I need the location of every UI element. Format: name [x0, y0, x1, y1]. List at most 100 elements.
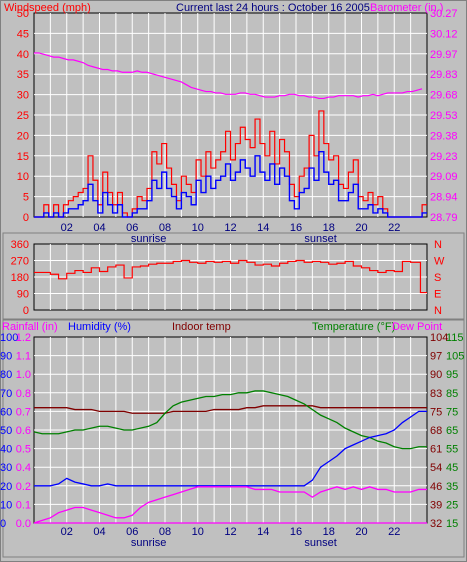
x-tick-label-bottom: 14 — [257, 526, 269, 538]
baro-y-tick: 28.94 — [430, 192, 458, 204]
dew-y-tick: 75 — [430, 406, 442, 418]
wind-y-tick: 15 — [17, 151, 29, 163]
x-tick-label-top: 20 — [355, 222, 367, 234]
sunrise-label: sunrise — [131, 233, 166, 245]
x-tick-label-top: 08 — [159, 222, 171, 234]
baro-y-tick: 29.38 — [430, 130, 458, 142]
temp-y-tick: 35 — [446, 481, 458, 493]
rain-y-tick: 0.2 — [16, 481, 31, 493]
dew-y-tick: 61 — [430, 444, 442, 456]
sunset-label: sunset — [304, 233, 336, 245]
humidity-y-tick: 100 — [0, 332, 18, 344]
direction-frame — [2, 232, 465, 321]
x-tick-label-bottom: 16 — [290, 526, 302, 538]
humidity-line — [34, 410, 427, 487]
dew-y-tick: 32 — [430, 518, 442, 530]
direction-y-tick: 360 — [11, 239, 29, 251]
wind-direction-line — [34, 259, 427, 294]
x-tick-label-bottom: 12 — [224, 526, 236, 538]
wind-y-tick: 5 — [23, 192, 29, 204]
dew-y-tick: 46 — [430, 481, 442, 493]
compass-tick: W — [434, 256, 445, 268]
dew-point-label: Dew Point — [392, 321, 442, 333]
sunset-label: sunset — [304, 537, 336, 549]
rain-y-tick: 0.5 — [16, 444, 31, 456]
humidity-y-tick: 10 — [0, 499, 12, 511]
series — [33, 52, 427, 524]
humidity-y-tick: 0 — [0, 518, 6, 530]
baro-y-tick: 30.27 — [430, 8, 458, 20]
compass-tick: N — [434, 239, 442, 251]
x-tick-label-top: 06 — [126, 222, 138, 234]
chart-title: Current last 24 hours : October 16 2005 — [176, 2, 370, 14]
dew-y-tick: 90 — [430, 369, 442, 381]
temp-y-tick: 55 — [446, 444, 458, 456]
dew-y-tick: 39 — [430, 499, 442, 511]
x-tick-label-top: 04 — [93, 222, 105, 234]
compass-tick: N — [434, 305, 442, 317]
humidity-y-tick: 70 — [0, 388, 12, 400]
dew-point-line — [33, 486, 427, 524]
temp-y-tick: 15 — [446, 518, 458, 530]
direction-y-tick: 90 — [17, 289, 29, 301]
direction-y-tick: 270 — [11, 256, 29, 268]
x-tick-label-top: 02 — [61, 222, 73, 234]
x-tick-label-bottom: 02 — [61, 526, 73, 538]
baro-y-tick: 29.83 — [430, 69, 458, 81]
wind-average-line — [34, 151, 427, 218]
wind-y-tick: 10 — [17, 171, 29, 183]
x-tick-label-top: 12 — [224, 222, 236, 234]
indoor-temp-line — [34, 405, 427, 414]
x-tick-label-bottom: 22 — [388, 526, 400, 538]
rain-y-tick: 1.0 — [16, 369, 31, 381]
windspeed-label: Windspeed (mph) — [4, 2, 91, 14]
temp-y-tick: 115 — [446, 332, 464, 344]
compass-tick: E — [434, 289, 441, 301]
humidity-y-tick: 50 — [0, 425, 12, 437]
temp-y-tick: 25 — [446, 499, 458, 511]
rain-y-tick: 1.2 — [16, 332, 31, 344]
temperature-line — [33, 390, 427, 450]
x-tick-label-top: 10 — [192, 222, 204, 234]
x-tick-label-bottom: 18 — [323, 526, 335, 538]
dew-y-tick: 54 — [430, 462, 442, 474]
rain-y-tick: 0.7 — [16, 406, 31, 418]
temperature-label: Temperature (°F) — [312, 321, 395, 333]
temp-y-tick: 65 — [446, 425, 458, 437]
rain-y-tick: 0.0 — [16, 518, 31, 530]
temp-y-tick: 95 — [446, 369, 458, 381]
direction-y-tick: 180 — [11, 272, 29, 284]
baro-y-tick: 29.68 — [430, 90, 458, 102]
humidity-y-tick: 20 — [0, 481, 12, 493]
humidity-y-tick: 60 — [0, 406, 12, 418]
wind-y-tick: 25 — [17, 110, 29, 122]
baro-y-tick: 29.23 — [430, 151, 458, 163]
x-tick-label-top: 22 — [388, 222, 400, 234]
baro-y-tick: 30.12 — [430, 28, 458, 40]
rainfall-label: Rainfall (in) — [2, 321, 58, 333]
sunrise-label: sunrise — [131, 537, 166, 549]
humidity-y-tick: 40 — [0, 444, 12, 456]
rain-y-tick: 1.1 — [16, 351, 31, 363]
wind-y-tick: 40 — [17, 49, 29, 61]
barometer-line — [34, 52, 423, 100]
x-tick-label-bottom: 04 — [93, 526, 105, 538]
x-tick-label-bottom: 06 — [126, 526, 138, 538]
rain-y-tick: 0.4 — [16, 462, 31, 474]
barometer-label: Barometer (in.) — [370, 2, 443, 14]
x-tick-label-top: 16 — [290, 222, 302, 234]
wind-y-tick: 20 — [17, 130, 29, 142]
wind-y-tick: 50 — [17, 8, 29, 20]
x-tick-label-bottom: 10 — [192, 526, 204, 538]
direction-y-tick: 0 — [23, 305, 29, 317]
wind-y-tick: 35 — [17, 69, 29, 81]
temp-y-tick: 85 — [446, 388, 458, 400]
wind-y-tick: 45 — [17, 28, 29, 40]
dew-y-tick: 104 — [430, 332, 448, 344]
baro-y-tick: 28.79 — [430, 212, 458, 224]
wind-gust-line — [34, 110, 427, 218]
dew-y-tick: 97 — [430, 351, 442, 363]
x-tick-label-top: 18 — [323, 222, 335, 234]
